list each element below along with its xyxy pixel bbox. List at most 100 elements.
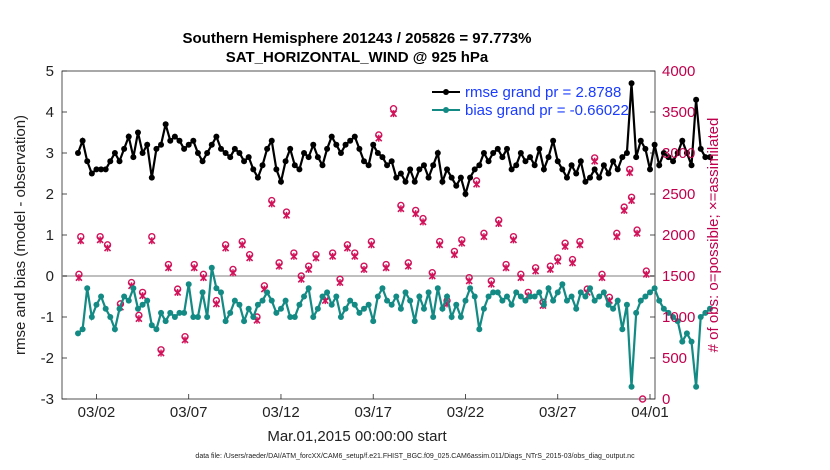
rmse-point <box>241 158 248 165</box>
bias-point <box>134 305 141 312</box>
rmse-point <box>637 137 644 144</box>
bias-point <box>573 305 580 312</box>
obs-assimilated-marker <box>495 219 503 228</box>
rmse-point <box>231 145 238 152</box>
obs-assimilated-marker <box>509 236 518 244</box>
bias-point <box>236 301 243 308</box>
rmse-point <box>697 145 704 152</box>
y-tick-label-left: 0 <box>46 268 54 285</box>
obs-assimilated-marker <box>181 336 189 344</box>
bias-point <box>444 293 451 300</box>
rmse-point <box>93 166 100 173</box>
rmse-point <box>642 145 649 152</box>
rmse-point <box>453 182 460 189</box>
bias-point <box>706 305 713 312</box>
rmse-point <box>660 150 667 156</box>
rmse-point <box>582 178 589 185</box>
y-tick-label-left: 5 <box>46 63 54 80</box>
bias-point <box>130 285 137 292</box>
obs-assimilated-marker <box>576 241 584 249</box>
rmse-point <box>402 178 409 185</box>
rmse-point <box>194 150 201 156</box>
rmse-point <box>536 145 543 152</box>
bias-point <box>683 330 690 337</box>
obs-assimilated-marker <box>75 274 83 282</box>
bias-point <box>633 309 640 316</box>
bias-point <box>397 305 404 312</box>
bias-point <box>434 285 441 292</box>
obs-assimilated-marker <box>428 272 436 280</box>
rmse-point <box>670 158 677 165</box>
rmse-point <box>185 141 192 148</box>
x-tick-label: 03/12 <box>262 404 300 421</box>
bias-point <box>291 314 298 320</box>
obs-assimilated-marker <box>397 205 405 213</box>
rmse-point <box>665 154 672 161</box>
obs-assimilated-marker <box>229 269 237 277</box>
obs-assimilated-marker <box>419 218 427 226</box>
bias-point <box>596 293 603 300</box>
rmse-point <box>531 162 538 169</box>
y-tick-label-left: -2 <box>41 350 54 367</box>
bias-point <box>162 318 169 325</box>
rmse-point <box>568 162 575 169</box>
obs-assimilated-marker <box>174 288 182 296</box>
rmse-point <box>619 154 626 161</box>
bias-point <box>75 330 81 337</box>
bias-point <box>102 305 109 312</box>
obs-assimilated-marker <box>343 244 351 252</box>
obs-assimilated-marker <box>382 264 390 272</box>
rmse-point <box>628 80 635 87</box>
chart-title-line1: Southern Hemisphere 201243 / 205826 = 97… <box>183 30 532 47</box>
bias-point <box>107 314 114 320</box>
bias-point <box>508 301 515 308</box>
bias-point <box>407 297 414 304</box>
rmse-point <box>310 141 317 148</box>
bias-point <box>522 297 529 304</box>
bias-point <box>222 318 229 325</box>
rmse-point <box>540 166 547 173</box>
bias-point <box>125 297 132 304</box>
rmse-point <box>277 178 284 185</box>
rmse-point <box>250 166 257 173</box>
obs-assimilated-marker <box>389 110 398 118</box>
obs-assimilated-marker <box>613 233 621 241</box>
obs-assimilated-marker <box>620 206 628 214</box>
rmse-point <box>683 150 690 156</box>
obs-assimilated-marker <box>312 254 320 262</box>
bias-point <box>277 305 284 312</box>
obs-assimilated-marker <box>238 241 246 249</box>
rmse-point <box>351 133 358 140</box>
bias-point <box>568 293 575 300</box>
obs-assimilated-marker <box>329 252 337 260</box>
rmse-point <box>522 158 529 165</box>
y-tick-label-right: 0 <box>662 391 670 408</box>
bias-point <box>227 309 234 316</box>
bias-point <box>79 326 86 333</box>
rmse-point <box>148 174 155 181</box>
obs-assimilated-marker <box>282 211 291 219</box>
rmse-point <box>305 154 312 161</box>
obs-assimilated-marker <box>164 264 172 272</box>
bias-point <box>674 318 681 325</box>
rmse-point <box>508 166 515 173</box>
obs-assimilated-marker <box>275 262 283 270</box>
obs-assimilated-marker <box>77 237 85 245</box>
bias-point <box>176 309 183 316</box>
bias-point <box>305 285 312 292</box>
rmse-point <box>688 162 695 169</box>
bias-point <box>158 309 165 316</box>
bias-point <box>471 293 478 300</box>
bias-point <box>190 314 197 320</box>
rmse-point <box>365 162 372 169</box>
bias-point <box>384 297 391 304</box>
rmse-point <box>204 150 211 156</box>
bias-point <box>259 297 266 304</box>
rmse-point <box>656 162 663 169</box>
rmse-point <box>633 154 640 161</box>
bias-point <box>660 305 667 312</box>
bias-point <box>587 285 594 292</box>
obs-assimilated-marker <box>591 157 599 165</box>
rmse-point <box>370 141 377 148</box>
